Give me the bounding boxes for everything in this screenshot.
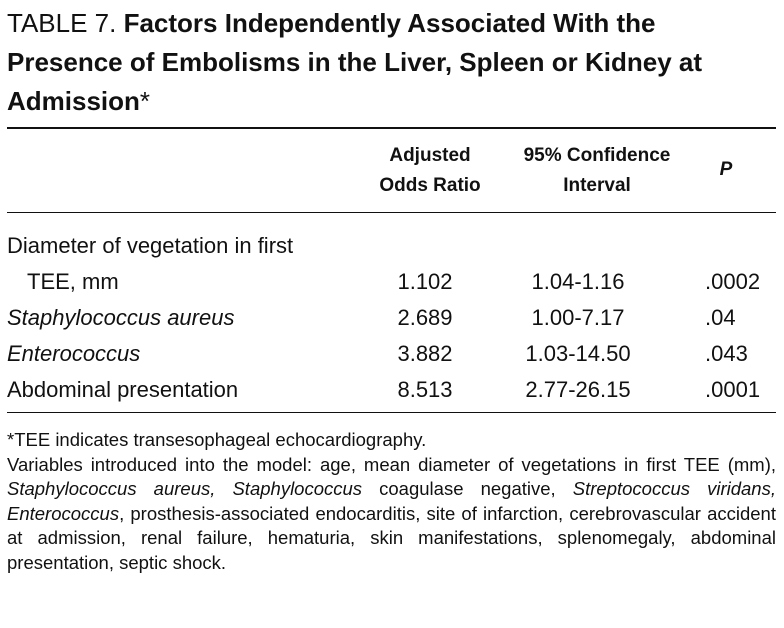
row-label: Abdominal presentation	[7, 377, 239, 402]
cell-value: 2.689	[397, 305, 453, 330]
table-title: TABLE 7. Factors Independently Associate…	[7, 4, 717, 121]
footnote-text: Staphylococcus aureus, Staphylococcus	[7, 478, 363, 499]
row-label: Staphylococcus aureus	[7, 305, 235, 330]
footnote-text: Variables introduced into the model: age…	[7, 453, 776, 475]
header-rule	[7, 212, 776, 213]
top-rule	[7, 127, 776, 129]
cell-value: 1.03-14.50	[525, 341, 631, 366]
cell-value: 1.00-7.17	[531, 305, 625, 330]
column-header: Interval	[563, 175, 631, 196]
footnote-text: coagulase negative,	[362, 478, 573, 499]
title-label: TABLE 7.	[7, 8, 117, 38]
footnote-text: Streptococcus viridans, Enterococcus	[7, 478, 776, 524]
cell-value: .043	[705, 341, 748, 366]
column-header: Odds Ratio	[379, 175, 481, 196]
title-marker: *	[139, 86, 151, 116]
column-header: 95% Confidence	[523, 145, 671, 166]
footnote: *TEE indicates transesophageal echocardi…	[7, 428, 776, 453]
row-label: Diameter of vegetation in first	[7, 233, 294, 258]
cell-value: 8.513	[397, 377, 453, 402]
bottom-rule	[7, 412, 776, 413]
footnote: Variables introduced into the model: age…	[7, 453, 776, 576]
cell-value: .0001	[705, 377, 761, 402]
cell-value: 2.77-26.15	[525, 377, 631, 402]
footnotes: *TEE indicates transesophageal echocardi…	[7, 428, 776, 575]
title-text: Factors Independently Associated With th…	[7, 8, 702, 116]
cell-value: .04	[705, 305, 736, 330]
row-label: TEE, mm	[27, 269, 119, 294]
cell-value: 1.102	[397, 269, 453, 294]
footnote-text: , prosthesis-associated endocarditis, si…	[7, 502, 776, 573]
cell-value: 1.04-1.16	[531, 269, 625, 294]
cell-value: 3.882	[397, 341, 453, 366]
column-header: Adjusted	[389, 145, 471, 166]
footnote-text: *TEE indicates transesophageal echocardi…	[7, 429, 427, 450]
cell-value: .0002	[705, 269, 761, 294]
row-label: Enterococcus	[7, 341, 141, 366]
column-header: P	[719, 159, 733, 180]
